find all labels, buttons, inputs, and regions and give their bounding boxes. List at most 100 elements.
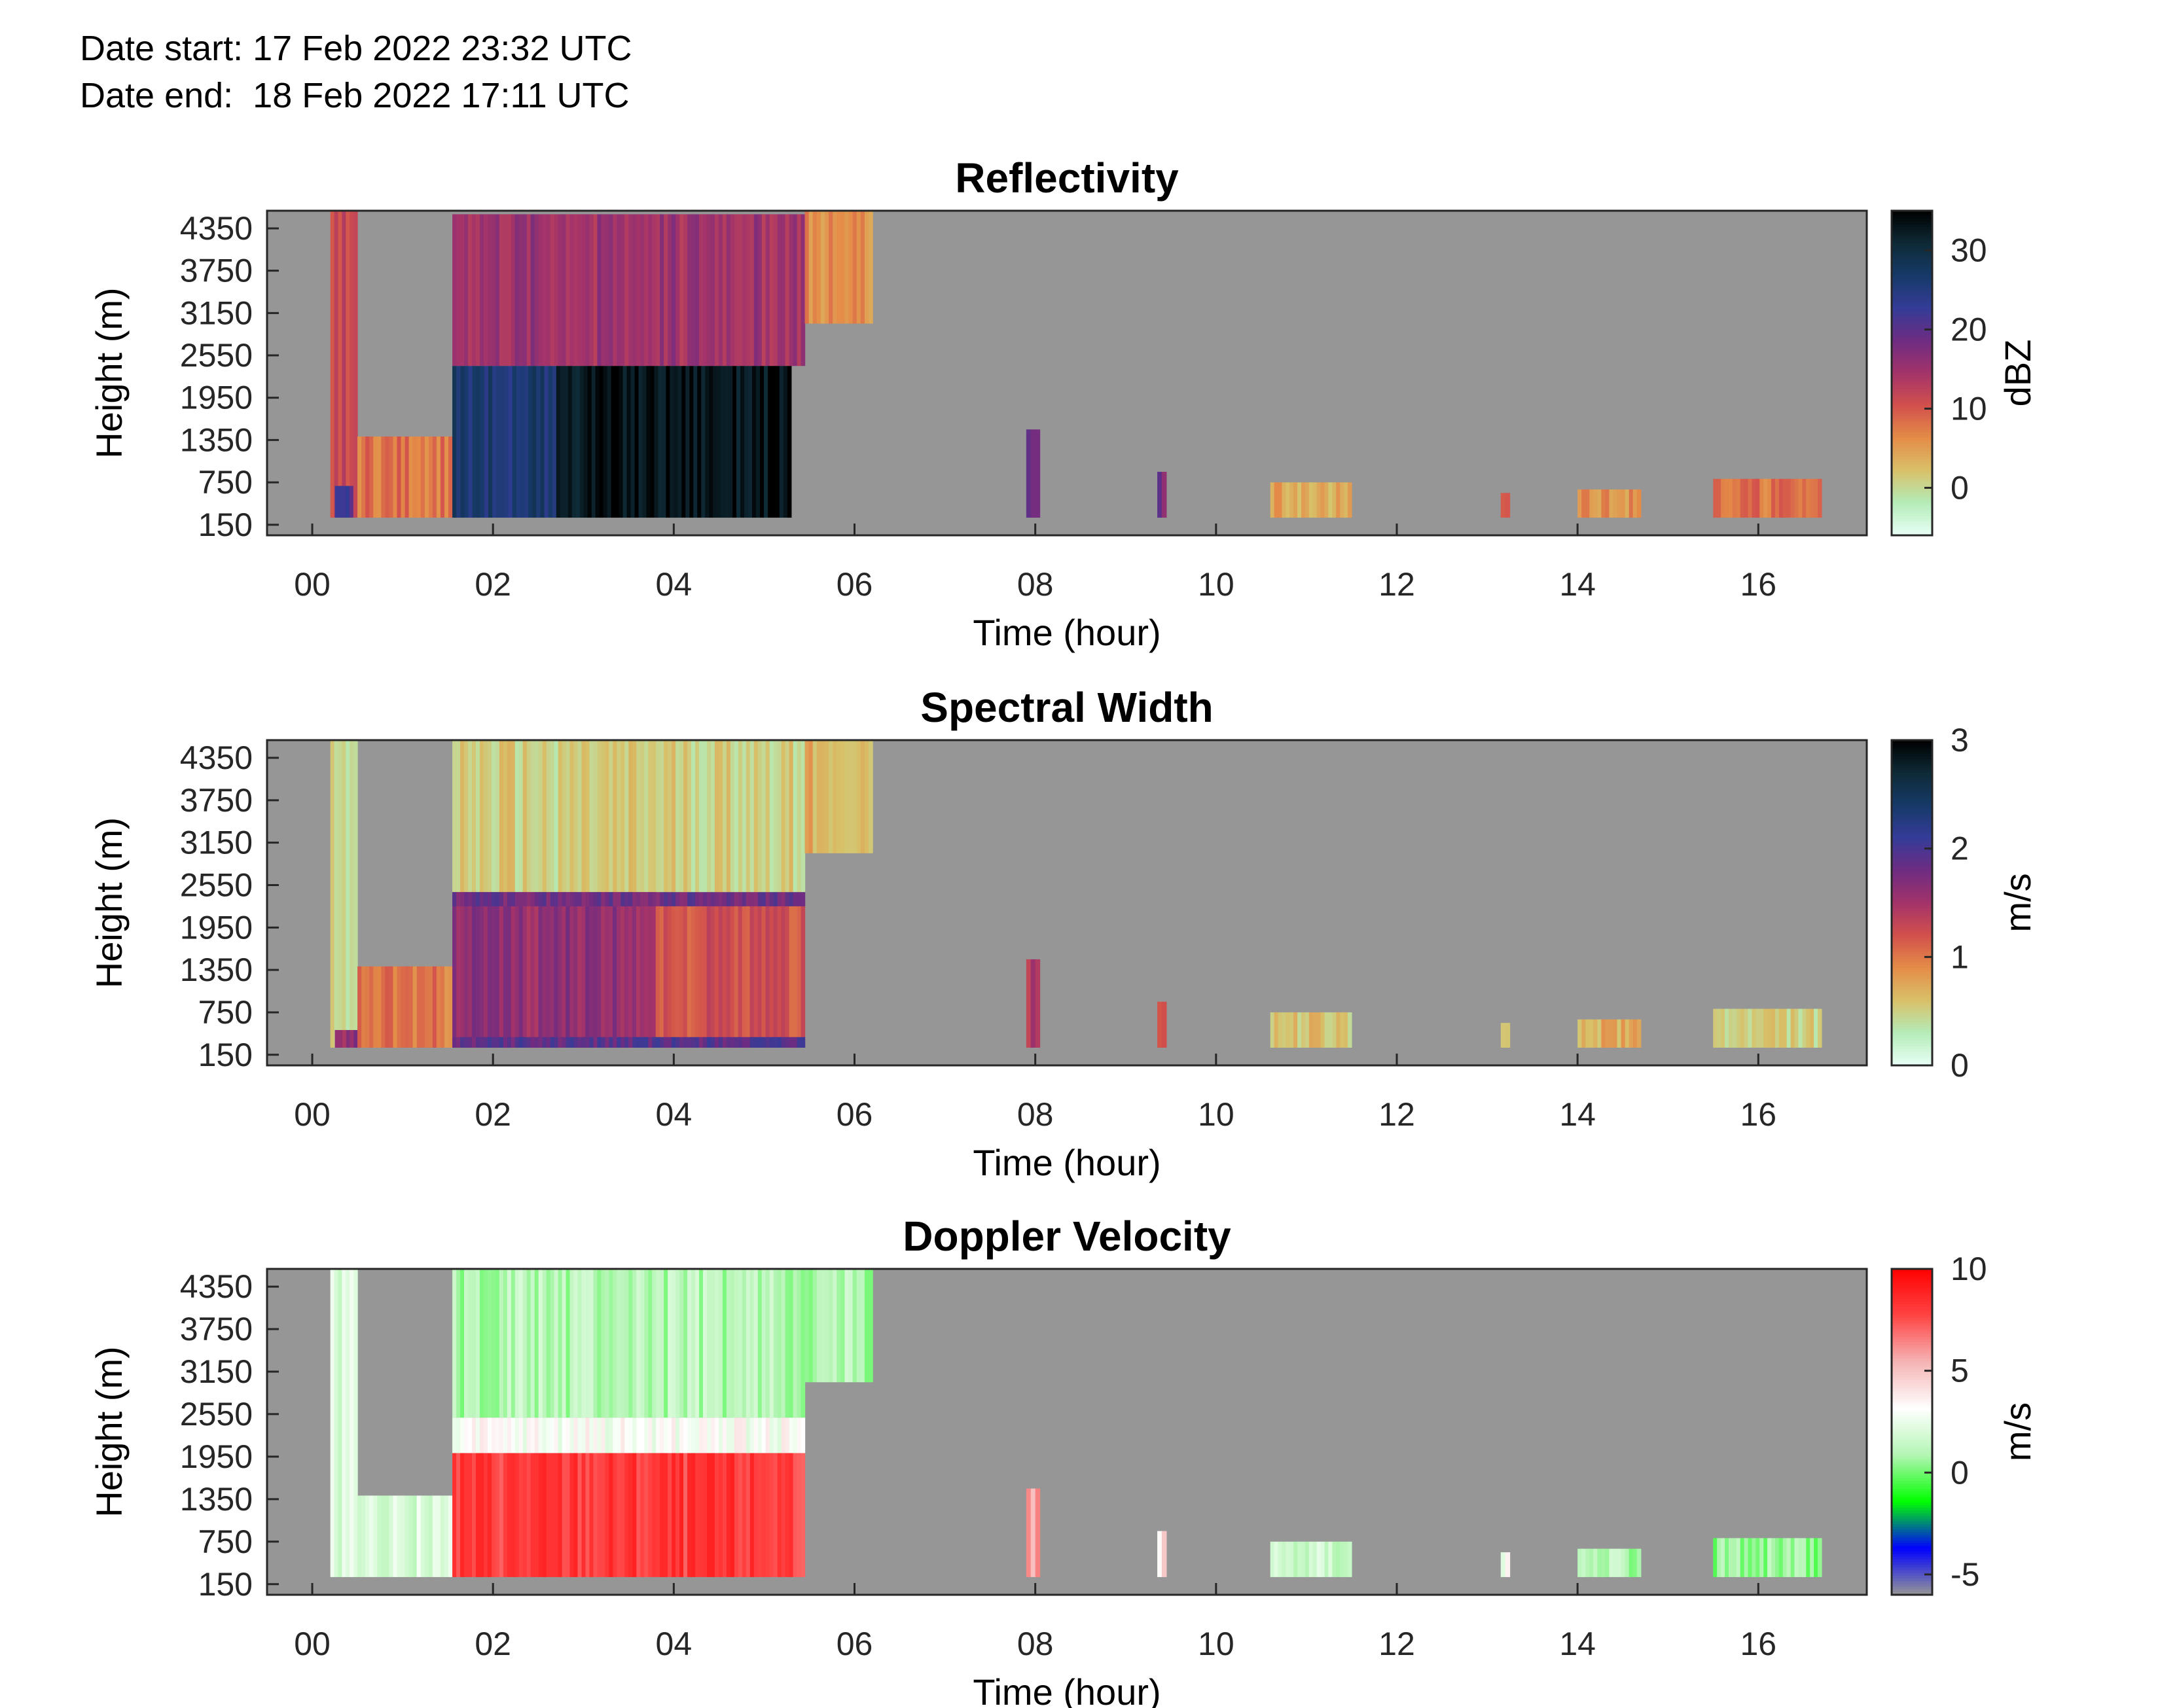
heatmap-cell [593, 1417, 598, 1453]
heatmap-cell [746, 902, 751, 1048]
heatmap-cell [787, 366, 792, 518]
heatmap-cell [1293, 1541, 1298, 1577]
heatmap-cell [1613, 1548, 1618, 1577]
heatmap-cell [1609, 489, 1614, 518]
heatmap-cell [773, 740, 778, 893]
heatmap-cell [694, 902, 700, 1048]
y-tick-label: 3150 [180, 294, 253, 331]
heatmap-cell [640, 740, 645, 893]
heatmap-cell [1763, 1008, 1768, 1048]
colorbar-segment [1892, 886, 1932, 890]
heatmap-cell [1728, 1008, 1733, 1048]
colorbar-segment [1892, 758, 1932, 762]
heatmap-cell [703, 1453, 708, 1577]
heatmap-cell [640, 1037, 645, 1048]
heatmap-cell [460, 1417, 465, 1453]
heatmap-cell [620, 892, 625, 1048]
colorbar-segment [1892, 1312, 1932, 1316]
heatmap-cell [670, 366, 674, 518]
heatmap-cell [342, 1029, 347, 1048]
colorbar-segment [1892, 967, 1932, 971]
heatmap-cell [742, 892, 747, 906]
colorbar-segment [1892, 1556, 1932, 1560]
heatmap-cell [1818, 1538, 1822, 1577]
heatmap-cell [365, 1495, 370, 1577]
heatmap-cell [544, 366, 549, 518]
heatmap-cell [816, 211, 821, 324]
heatmap-cell [616, 892, 621, 1048]
colorbar-segment [1892, 1315, 1932, 1319]
heatmap-cell [718, 902, 723, 1048]
heatmap-cell [507, 214, 512, 366]
heatmap-cell [1332, 482, 1337, 518]
colorbar-segment [1892, 824, 1932, 828]
colorbar-segment [1892, 1038, 1932, 1042]
heatmap-cell [377, 436, 382, 518]
heatmap-cell [601, 1453, 606, 1577]
heatmap-cell [726, 1269, 731, 1418]
heatmap-cell [734, 1453, 739, 1577]
colorbar-segment [1892, 1575, 1932, 1579]
heatmap-cell [783, 366, 788, 518]
heatmap-cell [769, 902, 774, 1048]
colorbar-segment [1892, 251, 1932, 255]
heatmap-cell [848, 740, 854, 853]
heatmap-cell [691, 902, 696, 1048]
heatmap-cell [479, 1037, 484, 1048]
heatmap-cell [1782, 1008, 1788, 1048]
heatmap-cell [1274, 482, 1279, 518]
heatmap-cell [628, 214, 633, 366]
heatmap-cell [1752, 1538, 1756, 1577]
heatmap-cell [706, 1417, 711, 1453]
heatmap-cell [479, 214, 484, 366]
heatmap-cell [1744, 1008, 1749, 1048]
heatmap-cell [503, 740, 508, 893]
heatmap-cell [488, 366, 493, 518]
colorbar-segment [1892, 789, 1932, 792]
heatmap-cell [597, 892, 602, 906]
colorbar-segment [1892, 883, 1932, 887]
colorbar-label: dBZ [1997, 340, 2038, 407]
heatmap-cell [668, 214, 672, 366]
heatmap-cell [350, 211, 354, 518]
heatmap-cell [781, 740, 786, 893]
heatmap-cell [848, 211, 854, 324]
heatmap-cell [683, 214, 688, 366]
colorbar-segment [1892, 292, 1932, 295]
heatmap-cell [562, 892, 567, 906]
heatmap-cell [797, 740, 802, 893]
heatmap-cell [617, 1037, 621, 1048]
colorbar-segment [1892, 924, 1932, 928]
heatmap-cell [746, 1037, 751, 1048]
colorbar-segment [1892, 900, 1932, 904]
heatmap-cell [759, 366, 765, 518]
heatmap-cell [643, 892, 649, 1048]
heatmap-cell [734, 214, 739, 366]
colorbar-segment [1892, 457, 1932, 460]
heatmap-cell [687, 214, 692, 366]
heatmap-cell [1348, 1012, 1352, 1048]
colorbar-segment [1892, 1497, 1932, 1501]
heatmap-cell [550, 892, 554, 1048]
heatmap-cell [749, 214, 755, 366]
heatmap-cell [581, 1417, 586, 1453]
heatmap-cell [511, 1453, 516, 1577]
heatmap-cell [1030, 959, 1036, 1048]
heatmap-cell [725, 366, 729, 518]
heatmap-cell [621, 892, 625, 906]
heatmap-cell [753, 740, 759, 893]
heatmap-cell [753, 214, 759, 366]
colorbar-segment [1892, 1391, 1932, 1395]
heatmap-cell [550, 892, 555, 906]
heatmap-cell [603, 366, 608, 518]
heatmap-cell [789, 1453, 794, 1577]
heatmap-cell [507, 740, 512, 893]
heatmap-cell [468, 1417, 473, 1453]
heatmap-cell [722, 1453, 727, 1577]
heatmap-cell [718, 1417, 723, 1453]
heatmap-cell [765, 740, 770, 893]
heatmap-cell [718, 1269, 723, 1418]
colorbar-segment [1892, 1307, 1932, 1310]
heatmap-cell [1161, 1001, 1167, 1048]
colorbar-segment [1892, 976, 1932, 980]
